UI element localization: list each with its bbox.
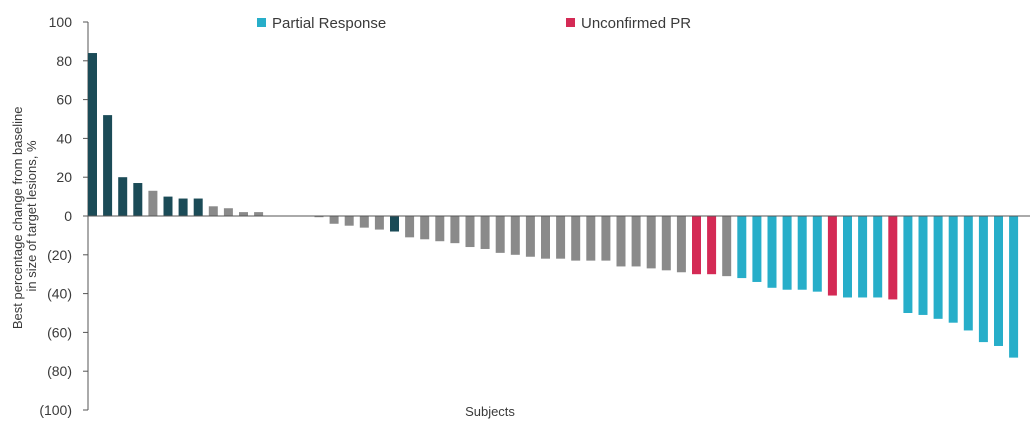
bar-partial-response [1009,216,1019,358]
bar-partial-response [978,216,988,343]
bar-gray [359,216,369,228]
bar-partial-response [933,216,943,319]
bar-dark [193,198,203,216]
bar-gray [541,216,550,259]
bar-gray [676,216,686,273]
bar-partial-response [994,216,1003,346]
y-tick-label: (80) [47,363,72,379]
bar-partial-response [858,216,868,298]
bar-gray [254,212,264,216]
y-axis: 100 80 60 40 20 0 (20) (40) (60) (80) (100) [39,14,89,418]
bar-partial-response [843,216,852,298]
bar-partial-response [782,216,792,290]
y-tick-label: 20 [56,169,72,185]
bar-gray [239,212,248,216]
bar-gray [556,216,566,259]
bar-gray [510,216,520,255]
bar-dark [390,216,399,232]
bar-partial-response [948,216,958,323]
bar-gray [480,216,490,249]
legend-swatch-partial-response [257,18,266,27]
bar-gray [495,216,505,253]
bar-gray [450,216,460,244]
bar-gray [148,190,158,216]
bar-partial-response [797,216,807,290]
bar-unconfirmed-pr [827,216,837,296]
x-axis-title: Subjects [465,404,515,419]
legend-label-partial-response: Partial Response [272,15,386,32]
bar-gray [344,216,354,226]
bar-gray [646,216,656,269]
y-axis-title-line-2: in size of target lesions, % [24,140,39,291]
bar-gray [722,216,732,277]
bar-unconfirmed-pr [692,216,701,275]
bar-partial-response [873,216,883,298]
bar-partial-response [752,216,762,282]
y-tick-label: (100) [39,402,72,418]
bar-gray [435,216,445,242]
bar-gray [631,216,641,267]
bar-unconfirmed-pr [707,216,717,275]
y-axis-title-line-1: Best percentage change from baseline [10,107,25,330]
bar-partial-response [963,216,973,331]
legend-swatch-unconfirmed-pr [566,18,575,27]
bar-gray [525,216,535,257]
y-tick-label: (40) [47,286,72,302]
bar-gray [420,216,430,240]
bar-unconfirmed-pr [888,216,898,300]
y-tick-label: 80 [56,53,72,69]
bar-gray [314,216,324,218]
y-ticks: 100 80 60 40 20 0 (20) (40) (60) (80) (100) [39,14,88,418]
bar-gray [586,216,596,261]
y-tick-label: 0 [64,208,72,224]
y-tick-label: (20) [47,247,72,263]
y-tick-label: 100 [49,14,73,30]
bar-gray [661,216,671,271]
bar-partial-response [737,216,747,279]
bar-gray [465,216,475,248]
y-tick-label: 60 [56,92,72,108]
bar-dark [88,53,97,216]
bar-gray [223,208,233,216]
bar-gray [329,216,339,224]
bar-dark [133,183,143,216]
bar-gray [208,206,218,216]
y-axis-title: Best percentage change from baseline in … [10,103,39,329]
bar-partial-response [767,216,777,288]
bar-gray [616,216,626,267]
bar-partial-response [903,216,913,313]
bar-dark [178,198,188,216]
bar-partial-response [812,216,822,292]
bar-gray [374,216,384,230]
bar-dark [163,196,173,216]
bar-partial-response [918,216,928,315]
bar-dark [118,177,128,216]
legend: Partial Response Unconfirmed PR [257,15,691,32]
bar-gray [405,216,415,238]
bar-gray [601,216,611,261]
y-tick-label: 40 [56,130,72,146]
bars [88,53,1019,358]
bar-dark [103,115,113,216]
y-tick-label: (60) [47,324,72,340]
legend-label-unconfirmed-pr: Unconfirmed PR [581,15,691,32]
bar-gray [571,216,581,261]
